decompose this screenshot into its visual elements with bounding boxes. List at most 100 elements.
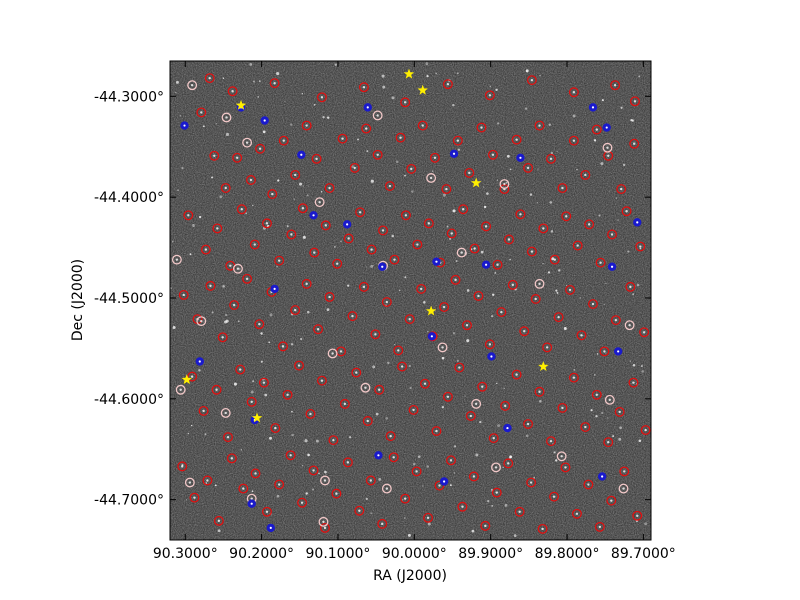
field-star	[211, 176, 214, 179]
field-star	[217, 529, 221, 533]
source-circle	[378, 225, 388, 236]
source-circle	[416, 283, 427, 294]
source-core	[358, 211, 362, 214]
source-core	[449, 459, 453, 462]
field-star	[289, 123, 293, 126]
field-star	[412, 462, 416, 466]
source-core	[381, 229, 385, 232]
field-star	[215, 123, 218, 125]
source-circle	[324, 183, 335, 194]
field-star	[171, 240, 174, 243]
x-tick-label: 89.7000°	[611, 546, 676, 562]
source-circle	[343, 233, 354, 244]
source-circle	[423, 512, 434, 523]
source-core	[591, 106, 595, 109]
source-core	[377, 388, 381, 391]
source-core	[254, 472, 257, 475]
field-star	[471, 529, 475, 533]
source-circle	[246, 396, 257, 407]
bright-star-marker	[538, 361, 549, 371]
source-core	[250, 502, 253, 505]
source-core	[273, 287, 276, 291]
field-star	[382, 85, 386, 89]
field-star	[225, 313, 228, 316]
field-star	[579, 297, 582, 299]
source-core	[526, 166, 530, 170]
source-circle	[619, 466, 630, 477]
field-star	[372, 264, 375, 267]
source-core	[519, 156, 522, 159]
source-circle	[406, 163, 417, 174]
source-circle	[584, 219, 595, 230]
source-core	[490, 355, 493, 358]
source-core	[629, 285, 632, 289]
field-star	[276, 494, 280, 498]
source-core	[491, 153, 495, 156]
field-star	[202, 125, 205, 128]
field-star	[494, 272, 497, 274]
field-star	[537, 168, 539, 170]
source-circle	[388, 452, 399, 463]
source-circle	[504, 234, 514, 245]
source-circle	[519, 326, 530, 337]
source-circle	[366, 244, 377, 255]
source-circle	[629, 138, 640, 149]
field-star	[349, 436, 352, 439]
source-core	[339, 350, 343, 353]
source-core	[442, 480, 446, 483]
field-star	[291, 433, 294, 437]
source-circle	[223, 432, 233, 443]
source-circle	[568, 87, 579, 98]
source-circle	[212, 223, 223, 234]
field-star	[618, 437, 622, 441]
source-circle	[476, 122, 487, 133]
source-core	[472, 475, 476, 478]
source-circle	[557, 183, 568, 194]
y-tick-label: -44.7000°	[94, 493, 164, 509]
source-core	[240, 208, 243, 211]
source-circle	[282, 389, 293, 400]
source-circle	[400, 493, 411, 504]
source-core	[198, 360, 201, 363]
field-star	[237, 320, 240, 323]
field-star	[417, 455, 421, 459]
source-circle	[389, 254, 400, 265]
source-core	[392, 456, 395, 459]
source-core	[305, 124, 308, 127]
source-circle	[630, 96, 640, 107]
source-core	[477, 294, 480, 298]
y-tick-label: -44.4000°	[94, 190, 164, 206]
source-core	[599, 261, 602, 264]
source-circle	[187, 371, 198, 382]
source-core	[347, 237, 350, 240]
field-star	[304, 439, 308, 443]
field-star	[590, 409, 593, 412]
source-core	[549, 157, 553, 161]
source-core	[313, 251, 316, 254]
source-circle	[595, 257, 606, 268]
field-star	[609, 190, 611, 192]
source-circle	[327, 348, 338, 359]
source-core	[250, 497, 253, 500]
field-star	[409, 402, 411, 404]
field-star	[222, 77, 225, 80]
bright-star-marker	[417, 84, 428, 95]
field-star	[453, 445, 457, 448]
field-star	[453, 472, 456, 474]
field-star	[456, 72, 459, 75]
field-star	[487, 499, 490, 503]
field-star	[593, 139, 597, 142]
source-circle	[213, 515, 224, 526]
source-circle	[523, 419, 534, 429]
source-circle	[618, 483, 629, 494]
source-circle	[565, 284, 576, 295]
source-core	[584, 425, 587, 429]
plot-frame	[169, 60, 652, 541]
source-circle	[245, 175, 256, 185]
source-circle	[439, 302, 450, 313]
field-star	[572, 114, 576, 118]
field-star	[449, 484, 452, 487]
source-circle	[233, 263, 243, 274]
source-core	[606, 146, 609, 149]
source-core	[503, 404, 507, 408]
